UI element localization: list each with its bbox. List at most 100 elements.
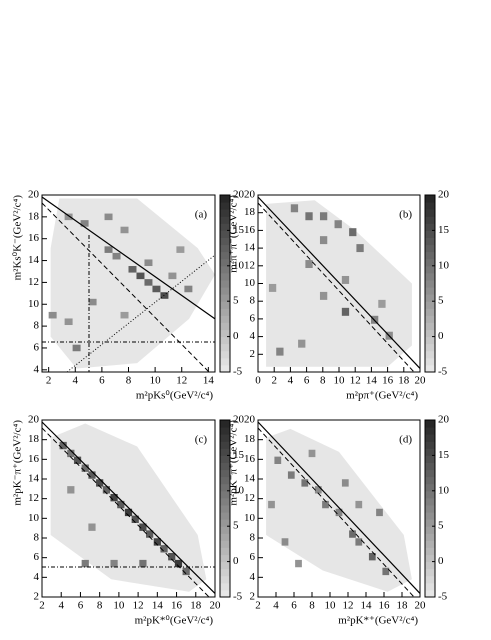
y-axis-label: m²π⁺π⁻(GeV²/c⁴) (228, 195, 240, 273)
colorbar-step (220, 195, 230, 203)
colorbar-step (425, 547, 435, 556)
colorbar-step (425, 322, 435, 331)
cell (319, 236, 328, 245)
colorbar-step (425, 483, 435, 492)
cell (287, 471, 295, 479)
colorbar-tick-label: 20 (233, 189, 245, 201)
colorbar-tick-label: 10 (233, 259, 245, 271)
colorbar-tick-label: 20 (233, 414, 245, 426)
y-axis-label: m²pK⁻π⁺(GeV²/c⁴) (12, 420, 24, 506)
y-tick-label: 2 (34, 591, 40, 603)
cell (355, 500, 363, 509)
cell (112, 252, 121, 260)
colorbar-step (220, 336, 230, 345)
x-tick-label: 0 (255, 375, 261, 387)
cell (305, 260, 313, 269)
cell (73, 456, 82, 465)
y-tick-label: 16 (28, 232, 40, 244)
x-tick-label: 8 (309, 600, 315, 612)
cell (131, 515, 139, 524)
cell (64, 213, 73, 221)
colorbar-step (220, 357, 230, 366)
cell (153, 538, 161, 546)
colorbar-step (425, 294, 435, 302)
boundary-solid (257, 196, 421, 369)
cell (378, 299, 386, 308)
x-tick-label: 4 (288, 375, 294, 387)
cell (382, 567, 390, 576)
y-tick-label: 14 (28, 254, 40, 266)
x-tick-label: 18 (190, 600, 202, 612)
colorbar-step (425, 336, 435, 345)
colorbar-step (220, 209, 230, 217)
cell (376, 508, 383, 517)
colorbar-step (425, 533, 435, 541)
y-tick-label: 20 (28, 189, 40, 201)
boundary-solid (41, 421, 216, 594)
cell (139, 559, 147, 568)
cell (88, 471, 96, 479)
cell (88, 523, 96, 531)
colorbar-step (425, 315, 435, 323)
colorbar-step (425, 497, 435, 506)
x-tick-label: 8 (320, 375, 326, 387)
cell (146, 530, 154, 538)
colorbar-tick-label: 5 (438, 520, 444, 532)
x-axis-label: m²pK*⁰(GeV²/c⁴) (135, 615, 214, 627)
colorbar-step (220, 490, 230, 499)
colorbar-step (220, 575, 230, 584)
boundary-solid (257, 421, 421, 594)
colorbar-step (220, 350, 230, 359)
x-tick-label: 14 (152, 600, 164, 612)
colorbar-step (220, 301, 230, 309)
cell (168, 552, 176, 561)
panel-label: (b) (399, 209, 412, 221)
boundary-dashed (257, 427, 415, 598)
colorbar-step (220, 279, 230, 288)
colorbar-tick-label: -5 (233, 591, 243, 603)
colorbar-step (220, 434, 230, 442)
cell (322, 500, 329, 509)
y-tick-label: 10 (28, 298, 40, 310)
colorbar-step (425, 279, 435, 288)
cell (276, 347, 284, 356)
y-tick-label: 20 (28, 414, 40, 426)
colorbar-step (425, 540, 435, 548)
cell (268, 500, 275, 509)
x-tick-label: 6 (99, 375, 105, 387)
colorbar-step (220, 497, 230, 506)
colorbar-step (220, 329, 230, 338)
colorbar-frame (424, 194, 436, 373)
cell (104, 213, 113, 221)
panel-label: (c) (195, 434, 208, 446)
colorbar-step (220, 462, 230, 471)
x-tick-label: 14 (203, 375, 215, 387)
colorbar-step (220, 322, 230, 331)
colorbar-step (220, 427, 230, 435)
plot-frame (257, 419, 421, 598)
y-tick-label: 14 (244, 473, 256, 485)
cell (72, 344, 81, 352)
colorbar-step (425, 575, 435, 584)
y-tick-label: 4 (250, 571, 256, 583)
y-tick-label: 12 (244, 492, 255, 504)
y-tick-label: 18 (244, 206, 256, 218)
y-tick-label: 8 (34, 320, 40, 332)
y-tick-label: 18 (28, 210, 40, 222)
colorbar-step (425, 343, 435, 352)
colorbar-step (425, 223, 435, 231)
colorbar-step (425, 244, 435, 253)
colorbar-step (425, 589, 435, 598)
cell (168, 272, 177, 280)
colorbar-step (425, 364, 435, 373)
colorbar-tick-label: 0 (438, 555, 444, 567)
cell (124, 508, 133, 517)
colorbar-step (220, 223, 230, 231)
colorbar-tick-label: 15 (233, 449, 245, 461)
cell (64, 318, 73, 326)
colorbar-step (220, 512, 230, 520)
x-axis-label: m²pK*⁺(GeV²/c⁴) (338, 615, 418, 627)
y-tick-label: 6 (34, 551, 40, 563)
colorbar-step (220, 265, 230, 274)
colorbar-step (220, 554, 230, 563)
